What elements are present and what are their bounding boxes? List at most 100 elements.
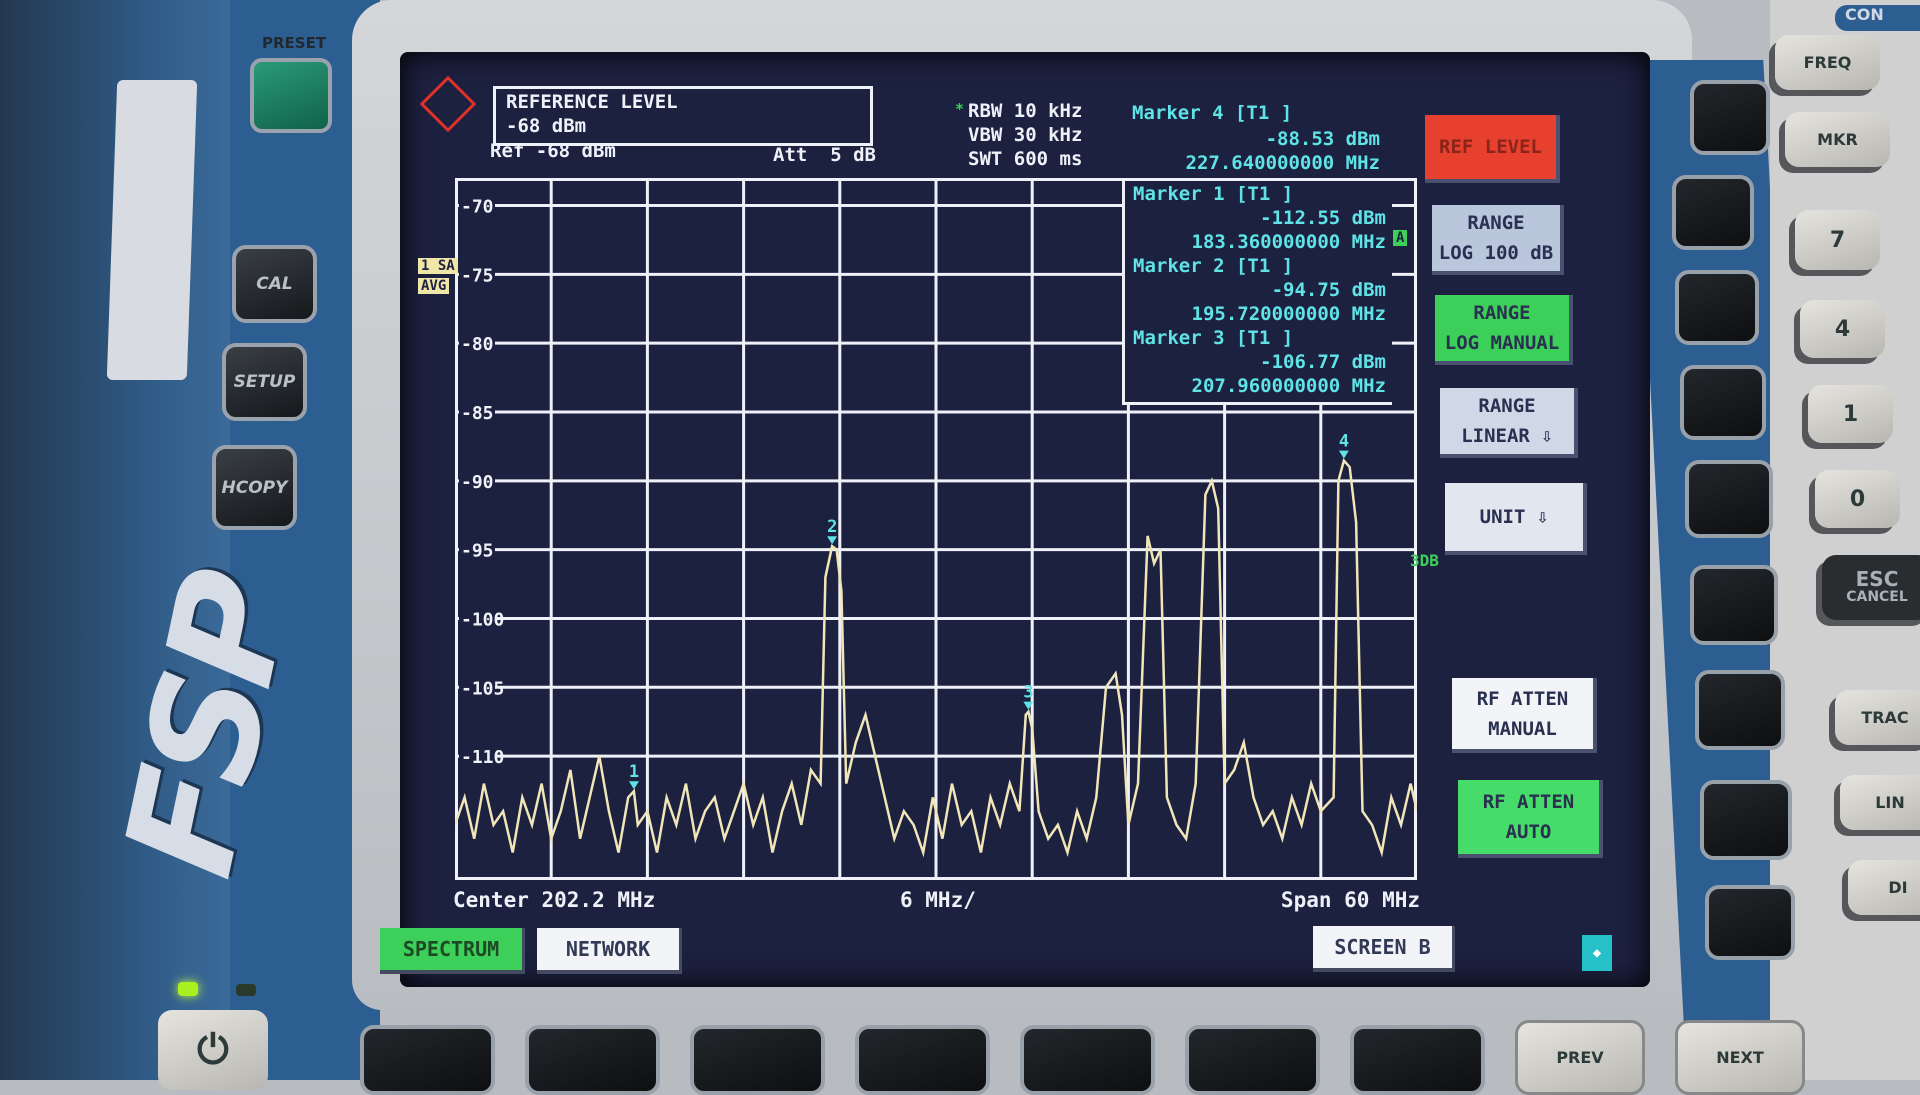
marker2-freq: 195.720000000 MHz [1191,303,1386,325]
hardware-softkey-8[interactable] [1700,780,1792,860]
marker1-level: -112.55 dBm [1260,207,1386,229]
softkey-label: REF LEVEL [1439,136,1542,158]
tick-label-bg [459,195,495,216]
softkey-rf-atten-auto[interactable]: RF ATTEN AUTO [1458,780,1603,858]
softkey-label: UNIT ⇩ [1479,506,1549,528]
display-key[interactable]: DI [1848,860,1920,915]
bottom-softkey-2[interactable] [525,1025,660,1095]
marker3-freq: 207.960000000 MHz [1191,375,1386,397]
tab-spectrum[interactable]: SPECTRUM [380,928,525,974]
y-tick-label: -110 [461,747,504,768]
hardware-softkey-1[interactable] [1690,80,1770,155]
key-1[interactable]: 1 [1808,385,1893,443]
rbw-coupled-flag: * [955,100,965,118]
key-0[interactable]: 0 [1815,470,1900,528]
y-tick-label: -85 [461,403,494,424]
softkey-range-linear[interactable]: RANGE LINEAR ⇩ [1440,388,1578,458]
tick-label-bg [459,333,495,354]
esc-label: ESC [1855,566,1899,591]
sticker-label [106,80,198,380]
hardware-softkey-5[interactable] [1685,460,1773,538]
prev-key[interactable]: PREV [1515,1020,1645,1095]
softkey-label: RANGE [1473,302,1531,324]
y-tick-label: -100 [461,609,504,630]
y-tick-label: -90 [461,472,494,493]
marker3-level: -106.77 dBm [1260,351,1386,373]
arrow-right-icon[interactable]: ◆ [1582,935,1612,971]
softkey-ref-level[interactable]: REF LEVEL [1425,115,1560,183]
power-button[interactable]: ⏻ [158,1010,268,1090]
marker4-freq: 227.640000000 MHz [1185,152,1380,174]
marker-label: 4 [1339,432,1349,452]
key-4[interactable]: 4 [1800,300,1885,358]
hardware-softkey-7[interactable] [1695,670,1785,750]
softkey-unit[interactable]: UNIT ⇩ [1445,483,1587,555]
div-scale: 6 MHz/ [900,888,976,912]
tab-network[interactable]: NETWORK [537,928,682,974]
key-7[interactable]: 7 [1795,210,1880,270]
bottom-softkey-1[interactable] [360,1025,495,1095]
softkey-label: LINEAR ⇩ [1461,425,1553,447]
setup-key[interactable]: SETUP [222,343,307,421]
hardware-softkey-9[interactable] [1705,885,1795,960]
bottom-softkey-7[interactable] [1350,1025,1485,1095]
lines-key[interactable]: LIN [1840,775,1920,830]
tick-label-bg [459,677,495,698]
tick-label-bg [459,539,495,560]
hcopy-key[interactable]: HCOPY [212,445,297,530]
freq-key[interactable]: FREQ [1775,35,1880,90]
y-tick-label: -95 [461,541,494,562]
hcopy-key-label: HCOPY [221,477,288,498]
hardware-softkey-2[interactable] [1672,175,1754,250]
softkey-label: RF ATTEN [1476,687,1569,710]
marker4-title: Marker 4 [T1 ] [1132,102,1293,124]
bottom-softkey-4[interactable] [855,1025,990,1095]
3db-badge: 3DB [1410,551,1439,570]
section-label: CON [1835,5,1920,31]
power-led [178,982,198,996]
swt-readout: SWT 600 ms [968,148,1083,170]
marker2-level: -94.75 dBm [1271,279,1386,301]
y-tick-label: -105 [461,678,504,699]
marker-triangle-icon [1338,450,1349,459]
preset-button[interactable] [250,58,332,133]
tick-label-bg [459,264,495,285]
ref-level-readout: Ref -68 dBm [490,140,616,162]
spectrum-trace [455,458,1417,858]
esc-cancel-key[interactable]: ESC CANCEL [1822,555,1920,620]
preset-label: PRESET [262,34,327,52]
hardware-softkey-4[interactable] [1680,365,1766,440]
tab-screen-b[interactable]: SCREEN B [1313,926,1455,972]
marker-label: 3 [1023,683,1033,703]
y-tick-label: -80 [461,334,494,355]
softkey-range-log-manual[interactable]: RANGE LOG MANUAL [1435,295,1573,365]
softkey-rf-atten-manual[interactable]: RF ATTEN MANUAL [1452,678,1597,753]
softkey-label: RANGE [1467,212,1525,234]
entry-title: REFERENCE LEVEL [506,91,678,113]
softkey-label: LOG 100 dB [1438,242,1554,264]
tick-label-bg [459,746,495,767]
trace-mode-badge: 1 SA [418,258,458,274]
standby-led [236,984,256,996]
marker-triangle-icon [1023,701,1034,710]
bottom-softkey-3[interactable] [690,1025,825,1095]
softkey-label: MANUAL [1488,717,1557,740]
hardware-softkey-3[interactable] [1675,270,1759,345]
marker4-level: -88.53 dBm [1265,128,1380,150]
bottom-softkey-5[interactable] [1020,1025,1155,1095]
marker1-freq: 183.360000000 MHz [1191,231,1386,253]
softkey-label: AUTO [1505,821,1552,843]
trace-key[interactable]: TRAC [1835,690,1920,745]
entry-value[interactable]: -68 dBm [506,115,587,137]
cal-key[interactable]: CAL [232,245,317,323]
avg-badge: AVG [418,278,450,294]
mkr-key[interactable]: MKR [1785,112,1890,167]
power-icon: ⏻ [197,1027,229,1073]
next-key[interactable]: NEXT [1675,1020,1805,1095]
marker-triangle-icon [628,781,639,790]
entry-box: REFERENCE LEVEL -68 dBm [493,86,873,146]
hardware-softkey-6[interactable] [1690,565,1778,645]
softkey-range-log-100db[interactable]: RANGE LOG 100 dB [1432,205,1564,275]
bottom-softkey-6[interactable] [1185,1025,1320,1095]
marker-label: 1 [629,762,639,782]
